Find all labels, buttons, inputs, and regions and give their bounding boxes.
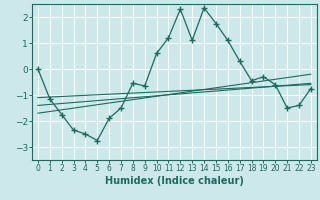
X-axis label: Humidex (Indice chaleur): Humidex (Indice chaleur)	[105, 176, 244, 186]
